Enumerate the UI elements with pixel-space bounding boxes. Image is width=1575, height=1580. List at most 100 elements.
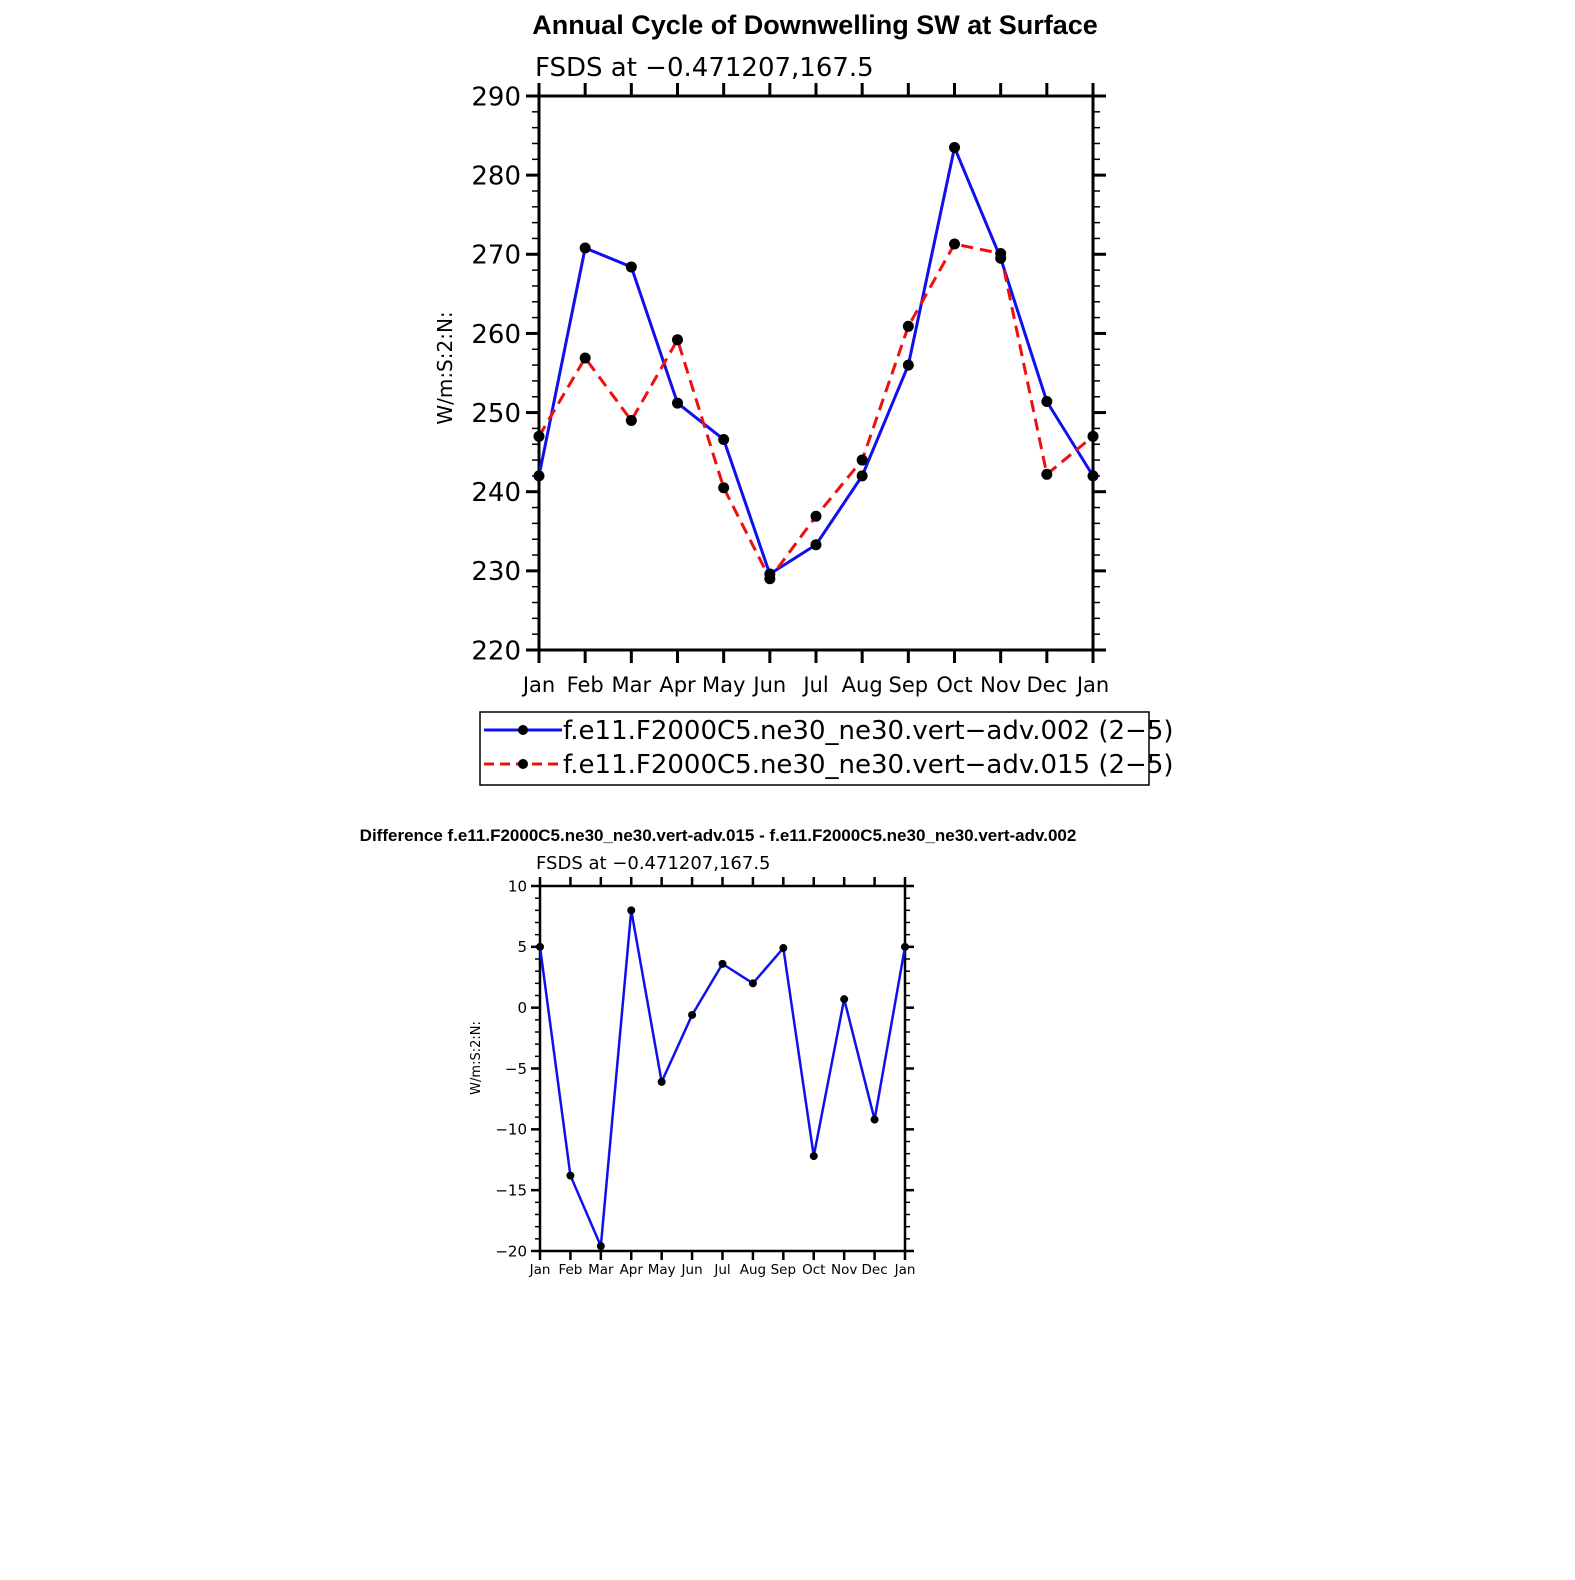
plot-frame — [538, 884, 907, 1253]
y-tick-label: −10 — [495, 1121, 527, 1139]
y-tick-label: 290 — [471, 82, 521, 112]
data-point-series-1 — [856, 470, 868, 482]
series-line-1 — [537, 145, 1095, 576]
y-tick-label: 260 — [471, 320, 521, 350]
series-group — [533, 141, 1099, 585]
x-tick-label: Dec — [862, 1262, 888, 1278]
x-tick-label: Oct — [936, 673, 972, 697]
data-point-series-1 — [748, 979, 757, 988]
x-tick-label: Aug — [842, 673, 883, 697]
x-tick-label: Dec — [1027, 673, 1068, 697]
data-point-series-1 — [901, 942, 909, 951]
data-point-series-2 — [1041, 468, 1053, 480]
data-point-series-2 — [718, 482, 730, 494]
data-point-series-2 — [672, 334, 683, 346]
plot-frame — [537, 94, 1095, 652]
y-axis-label: W/m:S:2:N: — [469, 1021, 484, 1095]
data-point-series-1 — [579, 242, 591, 254]
difference-chart: Difference f.e11.F2000C5.ne30_ne30.vert-… — [360, 826, 1077, 1278]
x-tick-label: Jan — [1075, 673, 1109, 697]
y-tick-label: −15 — [495, 1182, 527, 1200]
data-point-series-1 — [840, 995, 849, 1004]
x-tick-label: Mar — [588, 1262, 614, 1278]
data-point-series-1 — [809, 1152, 818, 1161]
series-group — [536, 906, 909, 1251]
data-point-series-1 — [718, 433, 730, 445]
data-point-series-1 — [949, 141, 960, 153]
y-tick-label: 5 — [517, 938, 527, 956]
data-point-series-2 — [579, 352, 591, 364]
x-tick-label: Feb — [558, 1262, 582, 1278]
data-point-series-1 — [779, 944, 788, 953]
data-point-series-2 — [764, 573, 776, 585]
y-tick-label: 230 — [471, 557, 521, 587]
series-line-2 — [537, 242, 1094, 581]
data-point-series-1 — [536, 942, 544, 951]
data-point-series-1 — [566, 1171, 575, 1180]
y-axis-label: W/m:S:2:N: — [433, 311, 457, 424]
x-tick-label: Jul — [801, 673, 828, 697]
x-tick-label: Feb — [567, 673, 604, 697]
chart-subtitle: FSDS at −0.471207,167.5 — [536, 853, 771, 874]
x-tick-label: Jan — [894, 1262, 916, 1278]
data-point-series-1 — [627, 906, 636, 915]
legend-label-series-2: f.e11.F2000C5.ne30_ne30.vert−adv.015 (2−… — [563, 750, 1174, 780]
x-tick-label: Mar — [612, 673, 652, 697]
legend-marker-series-2 — [518, 759, 528, 769]
data-point-series-1 — [596, 1242, 605, 1251]
data-point-series-1 — [1041, 395, 1053, 407]
data-point-series-2 — [810, 510, 822, 522]
x-tick-label: Aug — [740, 1262, 766, 1278]
data-point-series-1 — [810, 539, 822, 551]
y-tick-label: 250 — [471, 399, 521, 429]
annual-cycle-chart: Annual Cycle of Downwelling SW at Surfac… — [433, 10, 1174, 786]
x-tick-label: Apr — [659, 673, 696, 697]
x-tick-label: Apr — [620, 1262, 644, 1278]
x-tick-label: Jun — [751, 673, 786, 697]
y-tick-label: 270 — [471, 241, 521, 271]
legend-marker-series-1 — [518, 725, 528, 735]
data-point-series-2 — [949, 238, 960, 250]
legend-box — [479, 711, 1150, 786]
x-tick-label: Sep — [771, 1262, 796, 1278]
x-tick-label: Oct — [802, 1262, 825, 1278]
y-tick-label: 220 — [471, 636, 521, 666]
x-tick-label: Jan — [521, 673, 555, 697]
data-point-series-1 — [625, 261, 637, 273]
y-tick-label: 0 — [517, 999, 527, 1017]
chart-title: Annual Cycle of Downwelling SW at Surfac… — [532, 10, 1098, 40]
data-point-series-1 — [870, 1115, 879, 1124]
data-point-series-2 — [995, 247, 1007, 259]
data-point-series-1 — [902, 359, 914, 371]
plot-axes: Jan Feb Mar Apr May Jun Jul Aug Sep Oct Nov Dec Jan2… — [471, 82, 1109, 697]
data-point-series-2 — [902, 320, 914, 332]
data-point-series-2 — [625, 414, 637, 426]
data-point-series-2 — [1087, 430, 1099, 442]
y-tick-label: −20 — [495, 1242, 527, 1260]
legend-label-series-1: f.e11.F2000C5.ne30_ne30.vert−adv.002 (2−… — [563, 716, 1174, 746]
x-tick-label: Sep — [889, 673, 929, 697]
plot-axes: Jan Feb Mar Apr May Jun Jul Aug Sep Oct Nov Dec Jan−… — [495, 877, 915, 1278]
data-point-series-1 — [657, 1077, 666, 1086]
data-point-series-2 — [533, 430, 545, 442]
x-tick-label: Nov — [980, 673, 1021, 697]
data-point-series-1 — [688, 1010, 697, 1019]
chart-title: Difference f.e11.F2000C5.ne30_ne30.vert-… — [360, 826, 1077, 845]
data-point-series-1 — [533, 470, 545, 482]
chart-subtitle: FSDS at −0.471207,167.5 — [535, 53, 874, 83]
y-tick-label: −5 — [505, 1060, 527, 1078]
x-tick-label: May — [702, 673, 745, 697]
x-tick-label: Nov — [831, 1262, 857, 1278]
data-point-series-2 — [856, 454, 868, 466]
x-tick-label: Jan — [529, 1262, 551, 1278]
y-tick-label: 280 — [471, 162, 521, 192]
y-tick-label: 10 — [508, 877, 527, 895]
data-point-series-1 — [718, 959, 727, 968]
y-tick-label: 240 — [471, 478, 521, 508]
data-point-series-1 — [672, 397, 683, 409]
legend: f.e11.F2000C5.ne30_ne30.vert−adv.002 (2−… — [479, 711, 1174, 786]
x-tick-label: Jul — [713, 1262, 730, 1278]
x-tick-label: May — [648, 1262, 676, 1278]
